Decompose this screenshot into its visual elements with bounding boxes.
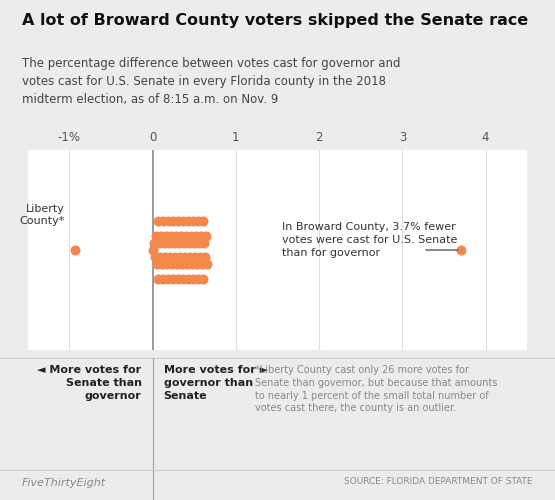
Point — [169, 275, 178, 283]
Point — [175, 239, 184, 247]
Point — [191, 232, 200, 239]
Text: ◄ More votes for
Senate than
governor: ◄ More votes for Senate than governor — [37, 365, 142, 400]
Point — [171, 232, 180, 239]
Point — [198, 260, 206, 268]
Text: The percentage difference between votes cast for governor and
votes cast for U.S: The percentage difference between votes … — [22, 58, 401, 106]
Text: In Broward County, 3.7% fewer
votes were cast for U.S. Senate
than for governor: In Broward County, 3.7% fewer votes were… — [282, 222, 457, 258]
Point — [185, 239, 194, 247]
Point — [154, 275, 163, 283]
Point — [162, 232, 170, 239]
Point — [155, 239, 164, 247]
Point — [195, 239, 204, 247]
Point — [185, 253, 195, 261]
Point — [178, 217, 187, 225]
Point — [456, 246, 465, 254]
Point — [191, 253, 200, 261]
Point — [193, 260, 201, 268]
Point — [161, 253, 170, 261]
Point — [166, 232, 175, 239]
Point — [194, 275, 203, 283]
Point — [201, 253, 210, 261]
Point — [163, 217, 172, 225]
Text: *Liberty County cast only 26 more votes for
Senate than governor, but because th: *Liberty County cast only 26 more votes … — [255, 365, 498, 414]
Text: FiveThirtyEight: FiveThirtyEight — [22, 478, 107, 488]
Text: A lot of Broward County voters skipped the Senate race: A lot of Broward County voters skipped t… — [22, 12, 528, 28]
Point — [149, 246, 158, 254]
Point — [159, 275, 168, 283]
Point — [174, 275, 183, 283]
Point — [175, 253, 184, 261]
Point — [152, 232, 160, 239]
Point — [153, 217, 162, 225]
Text: More votes for ►
governor than
Senate: More votes for ► governor than Senate — [164, 365, 268, 400]
Point — [150, 239, 159, 247]
Point — [171, 253, 180, 261]
Point — [177, 260, 186, 268]
Point — [168, 217, 177, 225]
Point — [151, 253, 160, 261]
Point — [176, 232, 185, 239]
Point — [152, 260, 161, 268]
Point — [203, 260, 211, 268]
Point — [158, 260, 166, 268]
Point — [201, 232, 210, 239]
Point — [181, 232, 190, 239]
Point — [181, 253, 190, 261]
Point — [187, 260, 196, 268]
Point — [196, 232, 205, 239]
Point — [173, 217, 182, 225]
Point — [170, 239, 179, 247]
Point — [200, 239, 209, 247]
Point — [186, 232, 195, 239]
Point — [193, 217, 202, 225]
Point — [188, 217, 197, 225]
Point — [195, 253, 204, 261]
Point — [182, 260, 191, 268]
Point — [162, 260, 171, 268]
Point — [190, 239, 199, 247]
Point — [199, 275, 208, 283]
Point — [158, 217, 167, 225]
Point — [165, 239, 174, 247]
Point — [71, 246, 80, 254]
Point — [155, 253, 165, 261]
Point — [168, 260, 176, 268]
Point — [189, 275, 198, 283]
Point — [198, 217, 207, 225]
Point — [183, 217, 192, 225]
Point — [172, 260, 181, 268]
Point — [164, 275, 173, 283]
Point — [180, 239, 189, 247]
Text: Liberty
County*: Liberty County* — [20, 204, 65, 226]
Point — [160, 239, 169, 247]
Point — [157, 232, 165, 239]
Text: SOURCE: FLORIDA DEPARTMENT OF STATE: SOURCE: FLORIDA DEPARTMENT OF STATE — [344, 478, 533, 486]
Point — [179, 275, 188, 283]
Point — [165, 253, 174, 261]
Point — [184, 275, 193, 283]
